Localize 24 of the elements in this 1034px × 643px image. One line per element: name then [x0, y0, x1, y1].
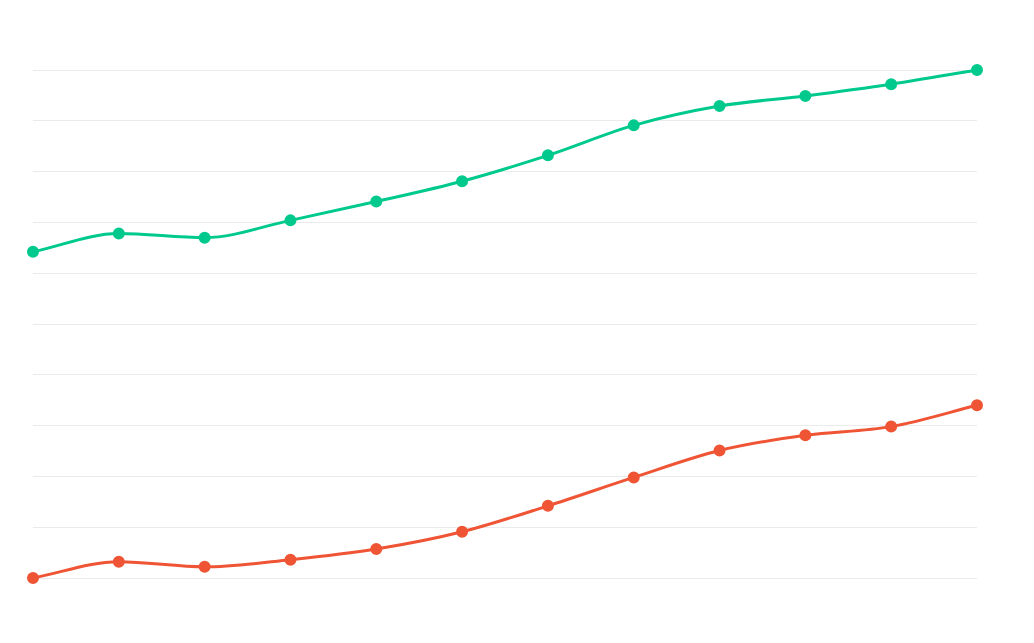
point: [198, 560, 211, 573]
point: [713, 444, 726, 457]
point: [627, 119, 640, 132]
point: [885, 78, 898, 91]
point: [971, 64, 983, 76]
point: [370, 195, 383, 208]
point: [27, 572, 39, 584]
point: [627, 471, 640, 484]
point: [541, 499, 554, 512]
point: [971, 399, 983, 412]
point: [27, 245, 39, 258]
point: [112, 555, 125, 568]
point: [713, 100, 726, 113]
point: [541, 149, 554, 162]
point: [456, 175, 469, 188]
point: [370, 543, 383, 556]
point: [284, 553, 297, 566]
point: [799, 89, 812, 102]
point: [284, 214, 297, 227]
point: [799, 429, 812, 442]
point: [885, 420, 898, 433]
point: [112, 227, 125, 240]
point: [456, 525, 469, 538]
point: [198, 231, 211, 244]
